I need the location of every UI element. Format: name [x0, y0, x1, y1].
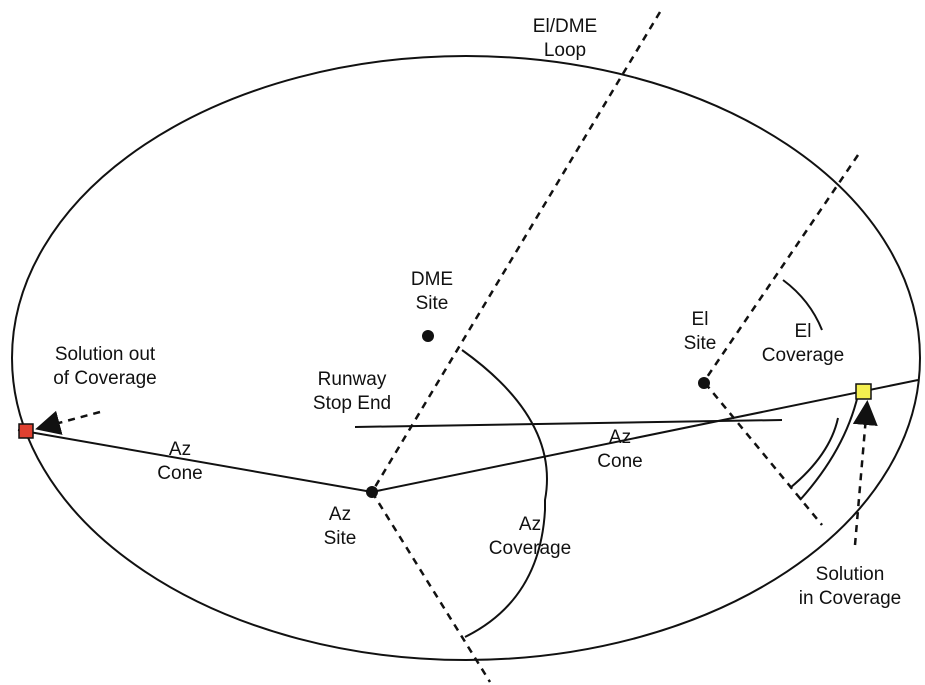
solution-out-marker [18, 423, 34, 439]
solution-in-marker [855, 383, 872, 400]
el-site [698, 377, 710, 389]
az-coverage-arc [461, 349, 548, 638]
runway [354, 419, 783, 428]
label: Coverage [489, 538, 571, 559]
label: Cone [157, 463, 202, 484]
labels: El/DME Loop DME Site El Site El Coverage Solutio… [53, 16, 901, 609]
label: Stop End [313, 393, 391, 414]
el-coverage-arc [789, 417, 839, 489]
label: Az [169, 439, 191, 460]
label: Cone [597, 451, 642, 472]
label: DME [411, 269, 453, 290]
dme-site [422, 330, 434, 342]
label: El [692, 309, 709, 330]
arrow [35, 410, 101, 435]
arrow [852, 400, 878, 546]
az-cone [17, 379, 919, 494]
label: Az [609, 427, 631, 448]
label: Loop [544, 40, 586, 61]
label: Site [324, 528, 357, 549]
el-coverage-arc [782, 279, 823, 331]
label: El/DME [533, 16, 597, 37]
label: of Coverage [53, 368, 157, 389]
label: El [795, 321, 812, 342]
label: Solution [816, 564, 885, 585]
el-coverage-arc [799, 394, 859, 501]
loop-ellipse [11, 55, 921, 661]
el-coverage-edge [704, 382, 823, 526]
el-coverage-edge [703, 154, 860, 381]
label: in Coverage [799, 588, 901, 609]
label: Coverage [762, 345, 844, 366]
label: Az [329, 504, 351, 525]
label: Runway [318, 369, 387, 390]
label: Site [684, 333, 717, 354]
label: Site [416, 293, 449, 314]
az-site [366, 486, 378, 498]
label: Solution out [55, 344, 156, 365]
az-coverage-edge [370, 11, 662, 493]
label: Az [519, 514, 541, 535]
az-coverage-edge [370, 491, 492, 683]
